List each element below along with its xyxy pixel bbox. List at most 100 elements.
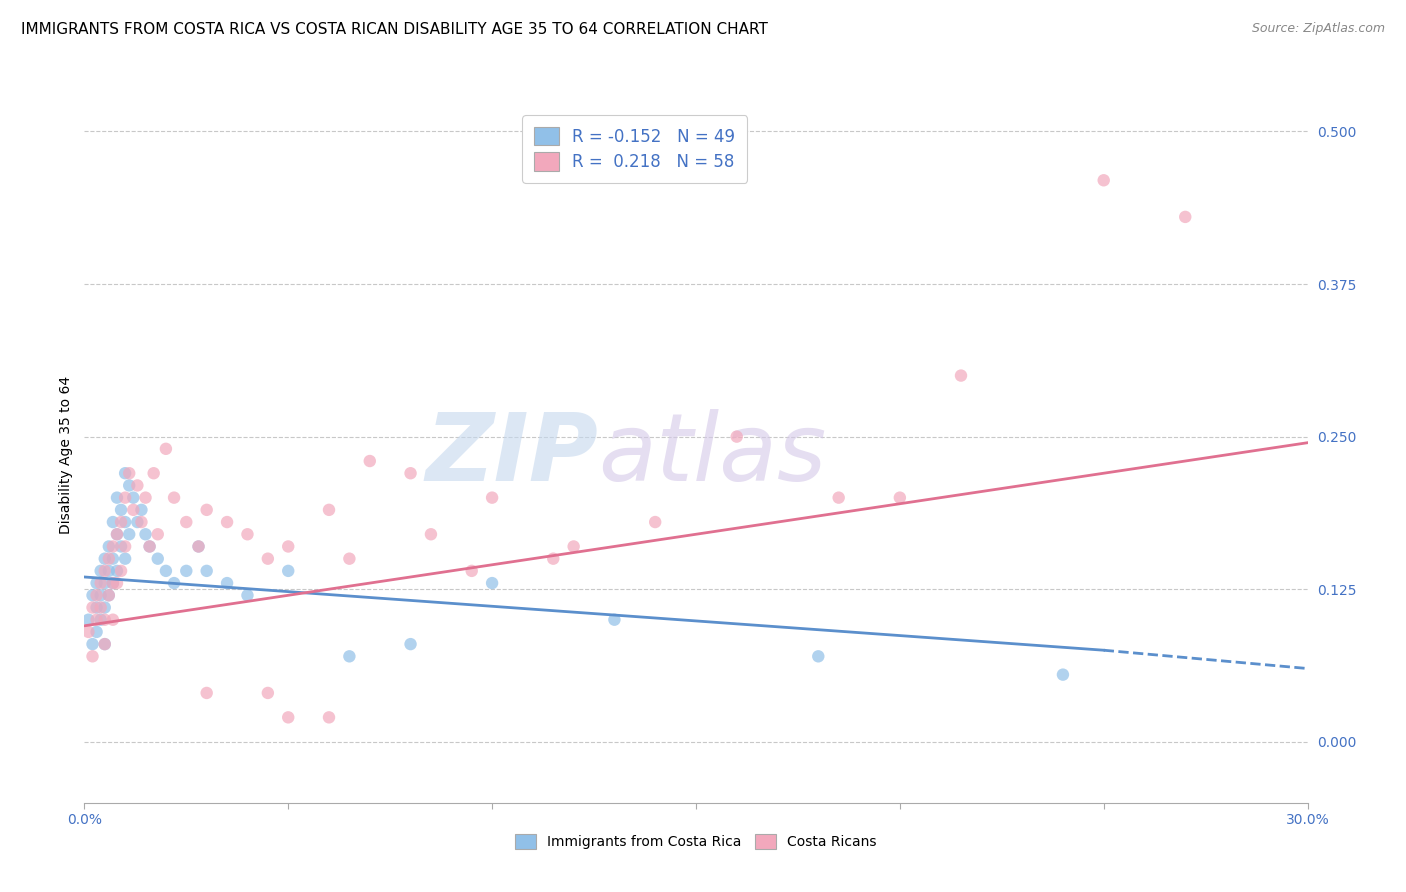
Point — [77, 613, 100, 627]
Point — [93, 637, 115, 651]
Point — [562, 540, 585, 554]
Point — [77, 624, 100, 639]
Point — [236, 588, 259, 602]
Point — [155, 442, 177, 456]
Point — [174, 515, 197, 529]
Point — [110, 503, 132, 517]
Point — [146, 527, 169, 541]
Point — [114, 551, 136, 566]
Point — [97, 588, 120, 602]
Text: ZIP: ZIP — [425, 409, 598, 501]
Point — [97, 564, 120, 578]
Point — [155, 564, 177, 578]
Point — [114, 515, 136, 529]
Point — [1092, 173, 1115, 187]
Point — [93, 564, 115, 578]
Point — [828, 491, 851, 505]
Point — [163, 576, 186, 591]
Point — [318, 710, 340, 724]
Point — [339, 649, 361, 664]
Point — [114, 540, 136, 554]
Point — [481, 491, 503, 505]
Point — [118, 478, 141, 492]
Point — [277, 564, 299, 578]
Point — [318, 503, 340, 517]
Point — [101, 540, 124, 554]
Point — [339, 551, 361, 566]
Point — [86, 576, 108, 591]
Point — [122, 491, 145, 505]
Point — [101, 576, 124, 591]
Point — [195, 686, 218, 700]
Point — [118, 467, 141, 481]
Point — [86, 600, 108, 615]
Point — [90, 600, 112, 615]
Point — [93, 637, 115, 651]
Point — [195, 564, 218, 578]
Point — [138, 540, 160, 554]
Point — [807, 649, 830, 664]
Point — [257, 686, 280, 700]
Point — [127, 515, 149, 529]
Point — [174, 564, 197, 578]
Point — [1174, 210, 1197, 224]
Point — [97, 540, 120, 554]
Text: IMMIGRANTS FROM COSTA RICA VS COSTA RICAN DISABILITY AGE 35 TO 64 CORRELATION CH: IMMIGRANTS FROM COSTA RICA VS COSTA RICA… — [21, 22, 768, 37]
Point — [603, 613, 626, 627]
Point — [163, 491, 186, 505]
Point — [122, 503, 145, 517]
Legend: Immigrants from Costa Rica, Costa Ricans: Immigrants from Costa Rica, Costa Ricans — [509, 829, 883, 855]
Point — [217, 515, 239, 529]
Point — [950, 368, 973, 383]
Point — [114, 467, 136, 481]
Point — [105, 564, 128, 578]
Point — [93, 576, 115, 591]
Point — [110, 540, 132, 554]
Point — [90, 588, 112, 602]
Point — [135, 491, 157, 505]
Point — [1052, 667, 1074, 681]
Point — [146, 551, 169, 566]
Point — [86, 624, 108, 639]
Point — [101, 515, 124, 529]
Point — [82, 637, 104, 651]
Point — [105, 491, 128, 505]
Point — [359, 454, 381, 468]
Point — [82, 600, 104, 615]
Point — [93, 600, 115, 615]
Point — [142, 467, 165, 481]
Point — [105, 576, 128, 591]
Point — [90, 576, 112, 591]
Point — [187, 540, 209, 554]
Text: atlas: atlas — [598, 409, 827, 500]
Y-axis label: Disability Age 35 to 64: Disability Age 35 to 64 — [59, 376, 73, 534]
Point — [105, 527, 128, 541]
Point — [399, 637, 422, 651]
Point — [131, 515, 153, 529]
Point — [105, 527, 128, 541]
Point — [110, 564, 132, 578]
Point — [114, 491, 136, 505]
Point — [889, 491, 911, 505]
Point — [135, 527, 157, 541]
Point — [127, 478, 149, 492]
Point — [236, 527, 259, 541]
Point — [118, 527, 141, 541]
Point — [644, 515, 666, 529]
Point — [187, 540, 209, 554]
Point — [90, 564, 112, 578]
Point — [93, 551, 115, 566]
Point — [97, 588, 120, 602]
Point — [399, 467, 422, 481]
Point — [82, 649, 104, 664]
Point — [138, 540, 160, 554]
Point — [481, 576, 503, 591]
Point — [543, 551, 565, 566]
Point — [86, 613, 108, 627]
Point — [101, 551, 124, 566]
Point — [101, 613, 124, 627]
Point — [131, 503, 153, 517]
Point — [217, 576, 239, 591]
Point — [97, 551, 120, 566]
Point — [82, 588, 104, 602]
